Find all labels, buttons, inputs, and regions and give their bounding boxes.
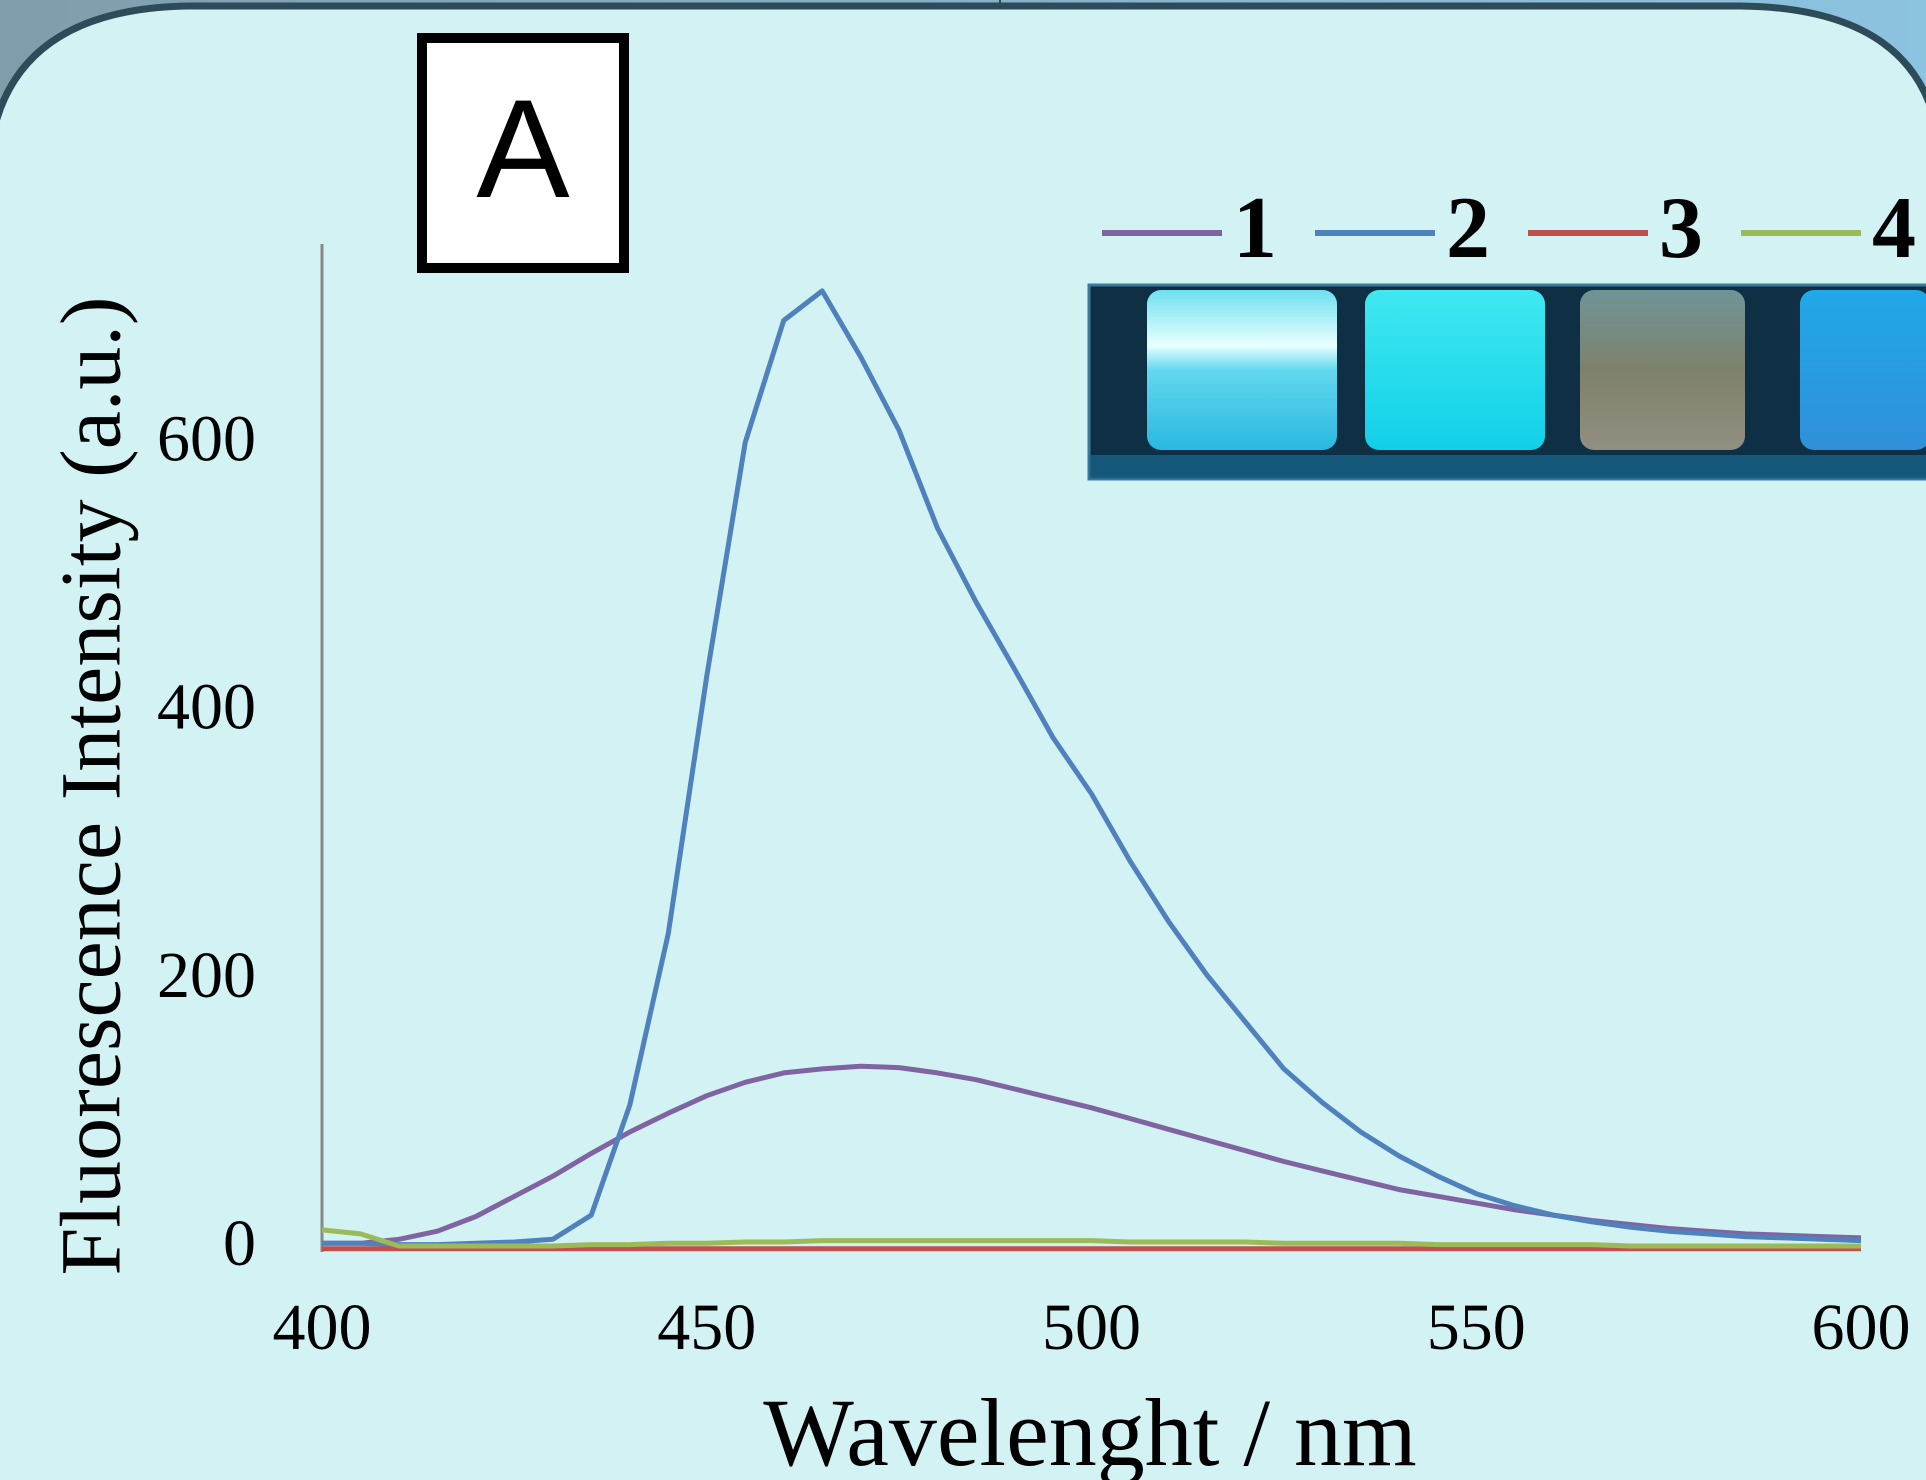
panel-label-box — [417, 33, 629, 273]
x-tick-label: 550 — [1427, 1291, 1526, 1364]
y-tick-label: 0 — [223, 1207, 256, 1280]
x-tick-label: 600 — [1812, 1291, 1911, 1364]
vial — [1800, 290, 1926, 450]
inset-photo — [1087, 283, 1926, 481]
vial — [1147, 290, 1337, 450]
series-line — [321, 1227, 1861, 1249]
x-tick-label: 450 — [657, 1291, 756, 1364]
photo-base — [1089, 455, 1926, 479]
y-tick-label: 400 — [157, 671, 256, 744]
series-line — [322, 288, 1862, 1248]
vial — [1580, 290, 1745, 450]
panel-label: A — [476, 70, 570, 227]
vial — [1365, 290, 1545, 450]
legend-label: 4 — [1872, 180, 1916, 277]
x-axis-title: Wavelenght / nm — [763, 1379, 1416, 1480]
x-tick-label: 400 — [273, 1291, 372, 1364]
y-tick-label: 200 — [157, 939, 256, 1012]
y-tick-label: 600 — [157, 402, 256, 475]
legend-label: 3 — [1659, 180, 1703, 277]
x-tick-label: 500 — [1042, 1291, 1141, 1364]
y-axis-title: Fluorescence Intensity (a.u.) — [43, 296, 139, 1275]
legend-label: 1 — [1233, 180, 1277, 277]
legend-label: 2 — [1446, 180, 1490, 277]
